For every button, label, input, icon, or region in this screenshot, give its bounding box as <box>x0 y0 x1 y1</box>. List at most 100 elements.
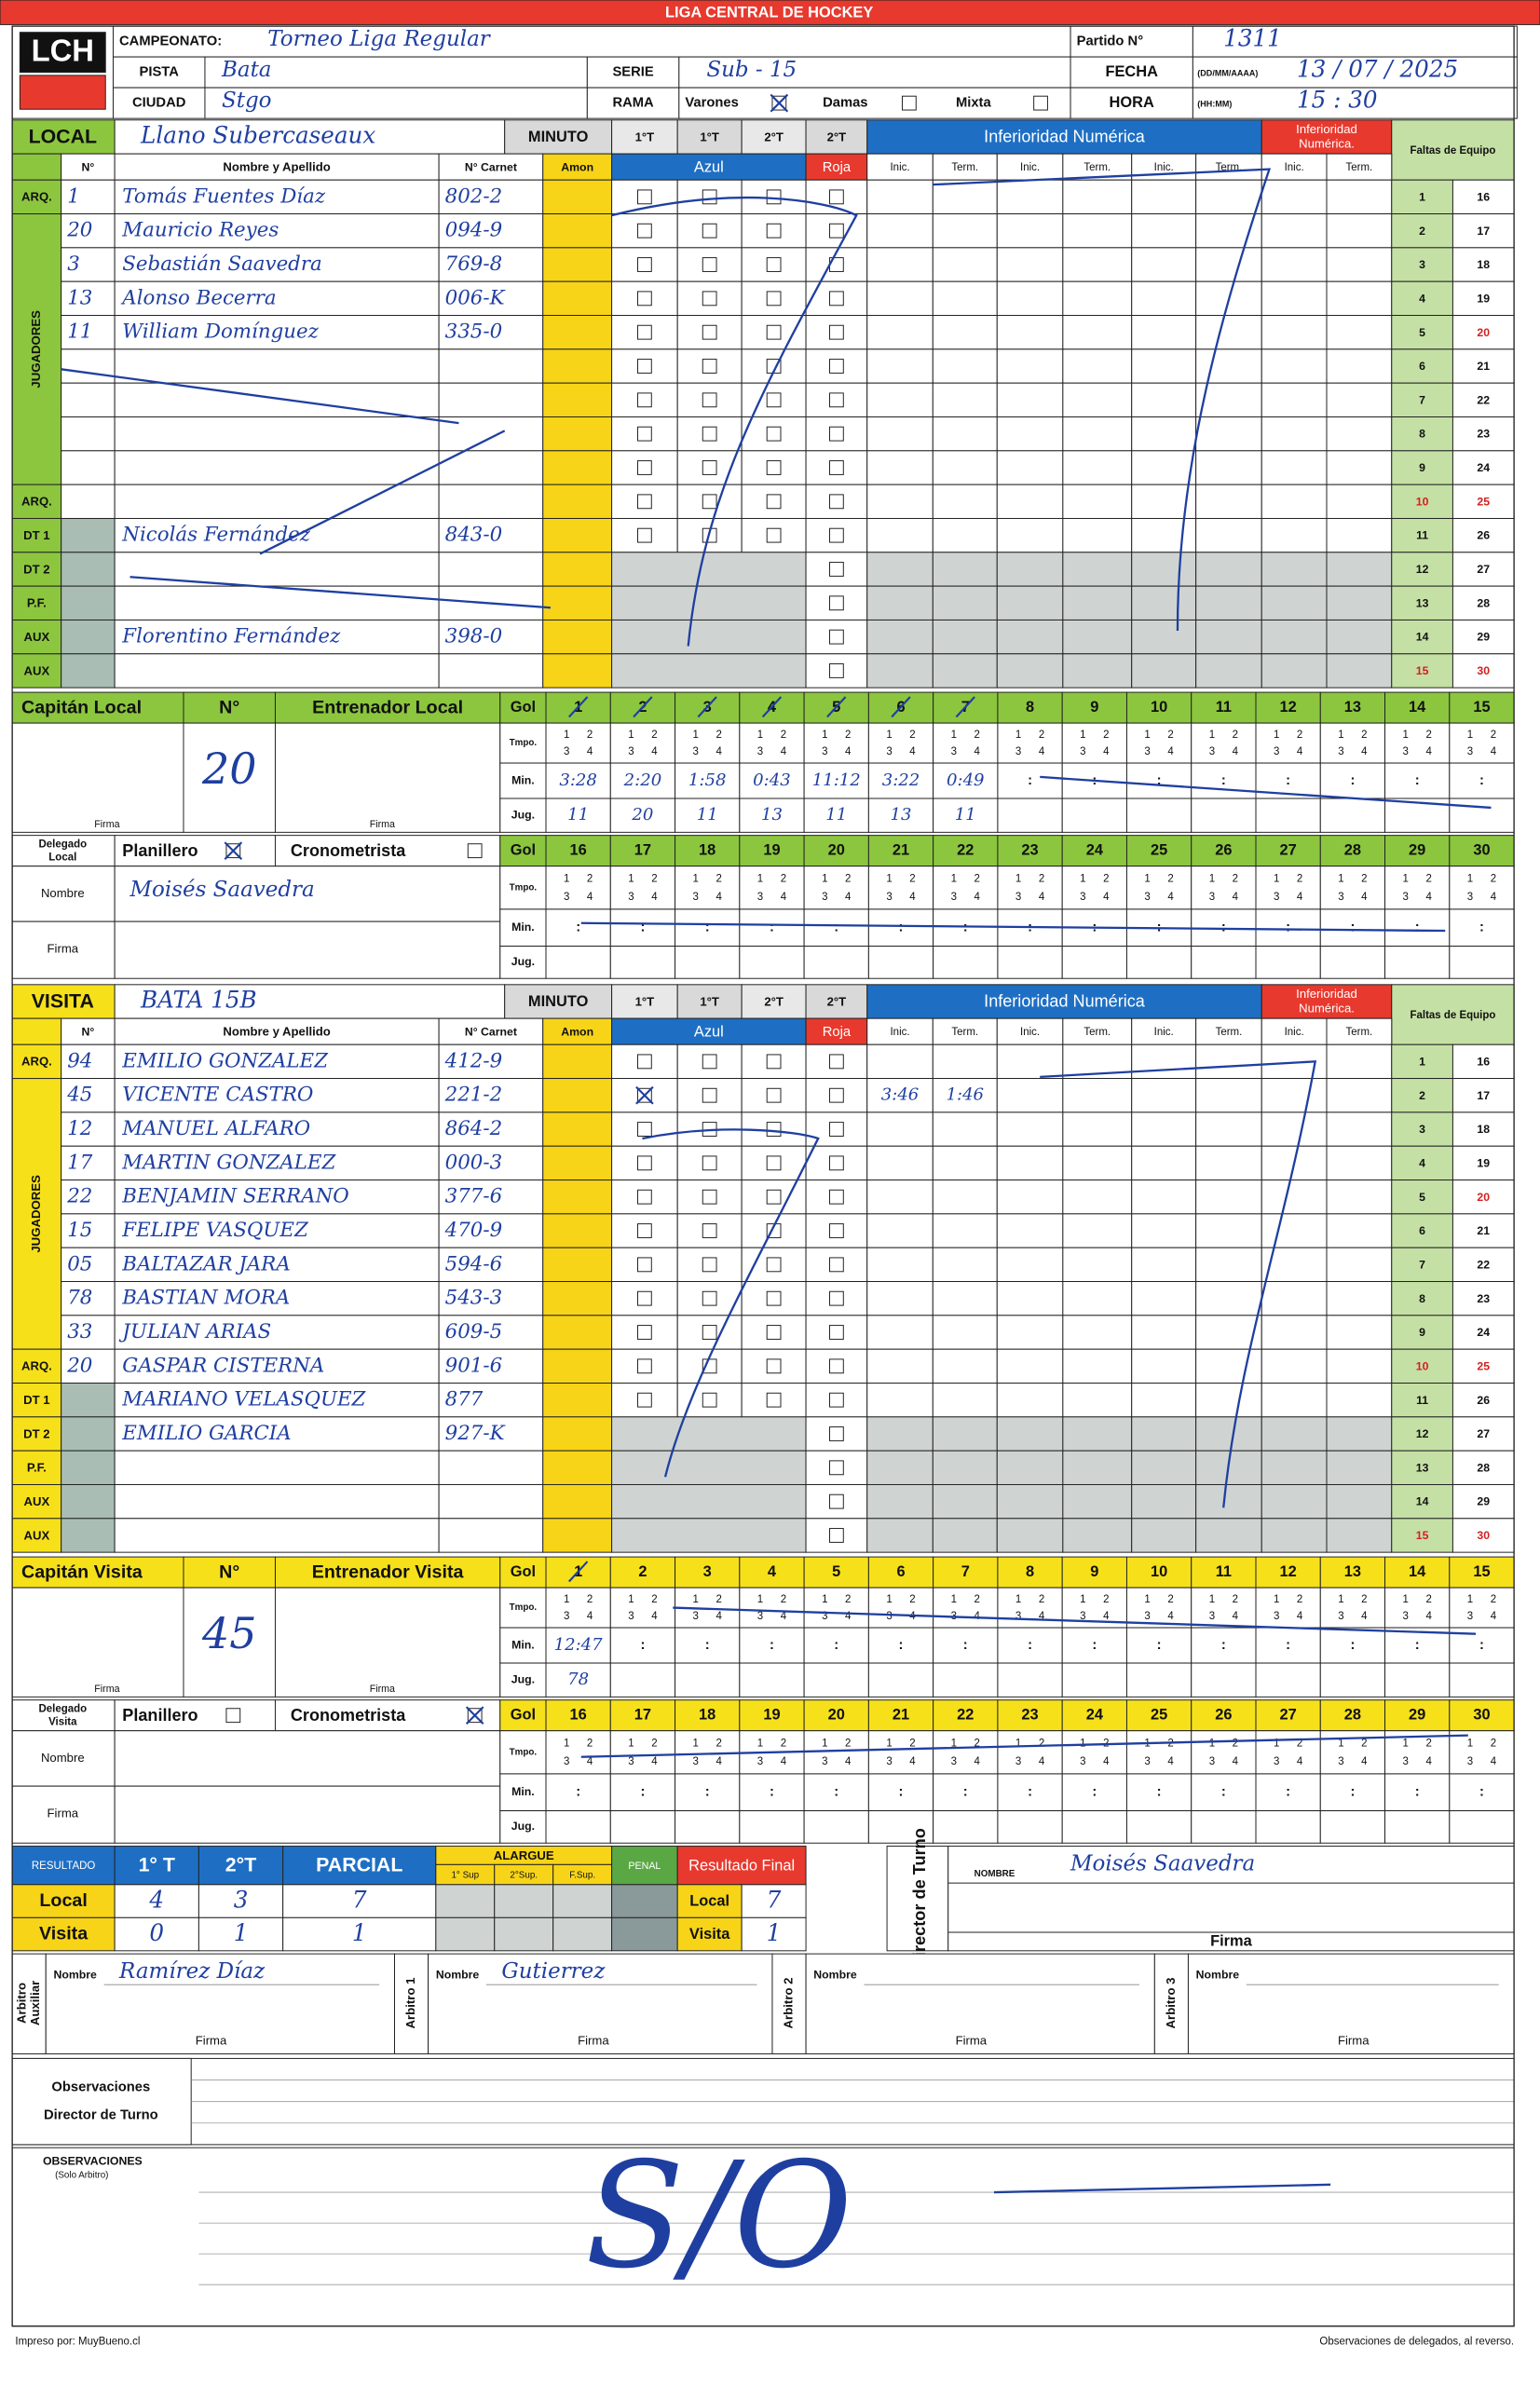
checkbox <box>829 663 844 678</box>
cell <box>678 87 1071 119</box>
label: 1 <box>951 730 957 741</box>
cell <box>552 1884 613 1918</box>
player-number: 13 <box>67 286 92 309</box>
cell <box>1451 247 1515 282</box>
cell <box>1261 1383 1328 1418</box>
cell <box>997 1810 1063 1844</box>
label: : <box>770 1638 774 1653</box>
cell <box>866 619 934 655</box>
cell <box>61 653 116 689</box>
label: Capitán Local <box>21 698 142 718</box>
cell <box>1326 1017 1393 1045</box>
cell <box>1131 1180 1197 1215</box>
cell <box>609 722 676 764</box>
label: 1 <box>1080 1594 1085 1605</box>
label: 12 <box>1280 1563 1297 1580</box>
label: 2 <box>909 730 915 741</box>
label: 14 <box>1416 631 1429 644</box>
cell <box>1384 866 1451 910</box>
label: 2°T <box>764 994 784 1008</box>
label: (Solo Arbitro) <box>55 2171 108 2181</box>
label: 1°T <box>635 130 655 143</box>
label: 4 <box>1419 1156 1425 1169</box>
cell <box>867 1587 934 1629</box>
label: : <box>899 1638 904 1653</box>
label: FECHA <box>1105 63 1158 80</box>
cell <box>183 1587 276 1698</box>
cell <box>932 1213 998 1248</box>
cell <box>1261 315 1328 350</box>
label: 1 <box>951 1594 957 1605</box>
cell <box>996 585 1064 620</box>
label: 29 <box>1477 631 1490 644</box>
checkbox <box>637 1122 652 1137</box>
label: 13 <box>1344 699 1361 716</box>
label: 17 <box>1477 225 1490 238</box>
label: 2 <box>1167 874 1173 885</box>
label: 1 <box>693 730 699 741</box>
cell <box>675 1556 741 1589</box>
goal-player: 13 <box>891 805 912 825</box>
cell <box>1451 416 1515 452</box>
cell <box>1131 1348 1197 1384</box>
cell <box>1326 280 1393 317</box>
cell <box>542 213 613 249</box>
cell <box>1125 946 1192 979</box>
cell <box>1261 213 1328 249</box>
cell <box>1449 1587 1515 1629</box>
label: 24 <box>1086 841 1104 858</box>
cell <box>114 1315 440 1350</box>
cell <box>1391 517 1453 553</box>
cell <box>1062 179 1133 215</box>
cell <box>1131 1247 1197 1283</box>
label: Inic. <box>1285 1027 1304 1038</box>
label: : <box>1479 1785 1484 1800</box>
label: 3 <box>1467 1611 1473 1622</box>
cell <box>1326 1213 1393 1248</box>
label: 4 <box>845 892 852 903</box>
player-carnet: 864-2 <box>445 1117 502 1140</box>
ink-strokes <box>61 168 1492 2194</box>
cell <box>1326 1111 1393 1147</box>
checkbox <box>829 1155 844 1171</box>
checkbox <box>829 392 844 408</box>
label: 4 <box>1103 892 1110 903</box>
label: Cronometrista <box>291 841 406 860</box>
cell <box>1195 1348 1262 1384</box>
label: 2 <box>715 874 721 885</box>
label: 1° T <box>139 1854 175 1876</box>
role-cell <box>11 1518 62 1553</box>
cell <box>114 247 440 282</box>
checkbox <box>829 1257 844 1273</box>
label: 1 <box>1403 730 1409 741</box>
label: 4 <box>1425 892 1432 903</box>
cell <box>609 1587 676 1629</box>
cell <box>932 484 998 519</box>
label: 2 <box>1419 225 1425 238</box>
label: 1 <box>886 1739 892 1750</box>
cell <box>438 484 544 519</box>
label: 4 <box>1167 892 1174 903</box>
label: Firma <box>48 1806 79 1820</box>
label: : <box>1028 1785 1032 1800</box>
cell <box>114 1247 440 1283</box>
label: 1 <box>1419 190 1425 203</box>
cell <box>1153 1953 1189 2054</box>
cell <box>1451 213 1515 249</box>
cell <box>933 762 999 799</box>
cell <box>198 1884 284 1918</box>
label: 25 <box>1151 841 1167 858</box>
checkbox <box>766 1257 782 1273</box>
cell <box>1319 722 1386 764</box>
checkbox <box>637 1054 652 1070</box>
label: Firma <box>1210 1932 1253 1949</box>
label: 1°T <box>635 994 655 1008</box>
cell <box>996 450 1064 485</box>
cell <box>1319 1662 1386 1698</box>
cell <box>932 382 998 417</box>
label: 1 <box>951 1739 957 1750</box>
label: Delegado <box>38 839 87 851</box>
cell <box>803 866 869 910</box>
cell <box>611 585 807 620</box>
cell <box>1391 450 1453 485</box>
